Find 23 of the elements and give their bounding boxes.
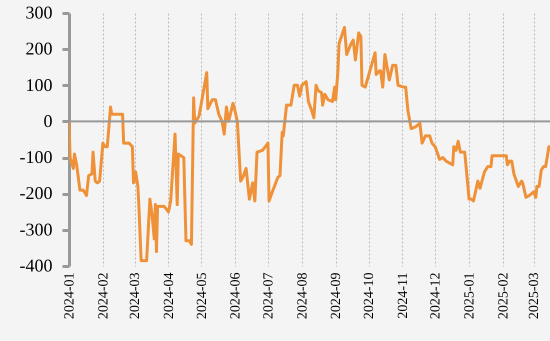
x-tick-label: 2024-08 — [295, 272, 310, 320]
x-tick-label: 2024-10 — [362, 272, 378, 320]
y-tick-label: 200 — [26, 38, 52, 59]
x-tick-label: 2024-04 — [162, 272, 177, 320]
x-tick-label: 2025-01 — [462, 272, 478, 320]
x-tick-label: 2024-02 — [96, 272, 112, 320]
y-tick-label: -100 — [20, 147, 52, 168]
x-tick-label: 2024-01 — [62, 272, 78, 320]
x-tick-label: 2024-06 — [228, 272, 244, 320]
y-tick-label: -200 — [20, 183, 52, 204]
x-tick-label: 2024-07 — [261, 272, 276, 320]
x-tick-label: 2024-09 — [329, 272, 344, 320]
x-tick-label: 2025-02 — [496, 272, 512, 320]
x-tick-label: 2024-11 — [396, 272, 411, 319]
y-tick-label: -400 — [20, 256, 52, 276]
y-tick-label: 0 — [44, 110, 52, 131]
y-tick-label: -300 — [20, 219, 52, 240]
x-tick-label: 2024-05 — [194, 272, 210, 320]
y-tick-label: 300 — [26, 2, 52, 22]
x-tick-label: 2025-03 — [527, 272, 542, 320]
x-tick-label: 2024-03 — [128, 272, 144, 320]
y-tick-label: 100 — [26, 74, 52, 95]
x-tick-label: 2024-12 — [428, 272, 444, 320]
